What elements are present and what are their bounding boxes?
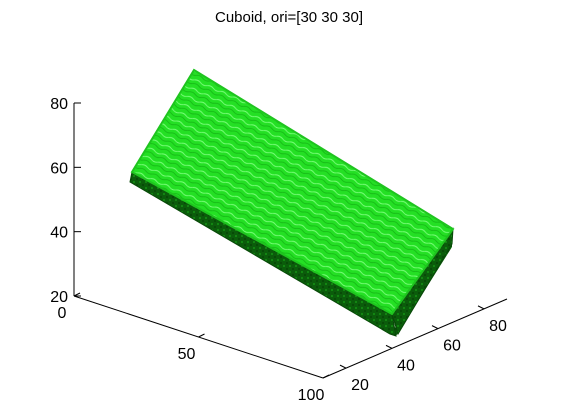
x-tick-label: 0 bbox=[58, 305, 67, 322]
cuboid-surface bbox=[129, 68, 455, 337]
x-tick-mark bbox=[73, 292, 81, 297]
y-tick-label: 80 bbox=[489, 318, 507, 335]
y-tick-label: 40 bbox=[397, 357, 415, 374]
y-tick-mark bbox=[385, 344, 393, 349]
z-tick-label: 40 bbox=[50, 225, 68, 242]
x-tick-mark bbox=[198, 333, 205, 338]
tick-labels: 20 40 60 80 0 50 100 20 40 60 80 bbox=[50, 96, 507, 404]
x-tick-mark bbox=[322, 374, 330, 379]
z-tick-label: 60 bbox=[50, 160, 68, 177]
y-tick-label: 60 bbox=[443, 338, 461, 355]
y-tick-mark bbox=[339, 364, 347, 369]
z-tick-label: 20 bbox=[50, 289, 68, 306]
x-tick-label: 50 bbox=[178, 346, 196, 363]
y-tick-mark bbox=[477, 305, 485, 310]
chart-title: Cuboid, ori=[30 30 30] bbox=[215, 9, 363, 26]
y-tick-label: 20 bbox=[351, 377, 369, 394]
tick-marks bbox=[73, 102, 485, 379]
y-axis-line bbox=[322, 298, 508, 379]
x-tick-label: 100 bbox=[298, 387, 325, 404]
z-tick-label: 80 bbox=[50, 96, 68, 113]
y-tick-mark bbox=[431, 325, 439, 330]
cuboid-top-face bbox=[130, 68, 455, 316]
